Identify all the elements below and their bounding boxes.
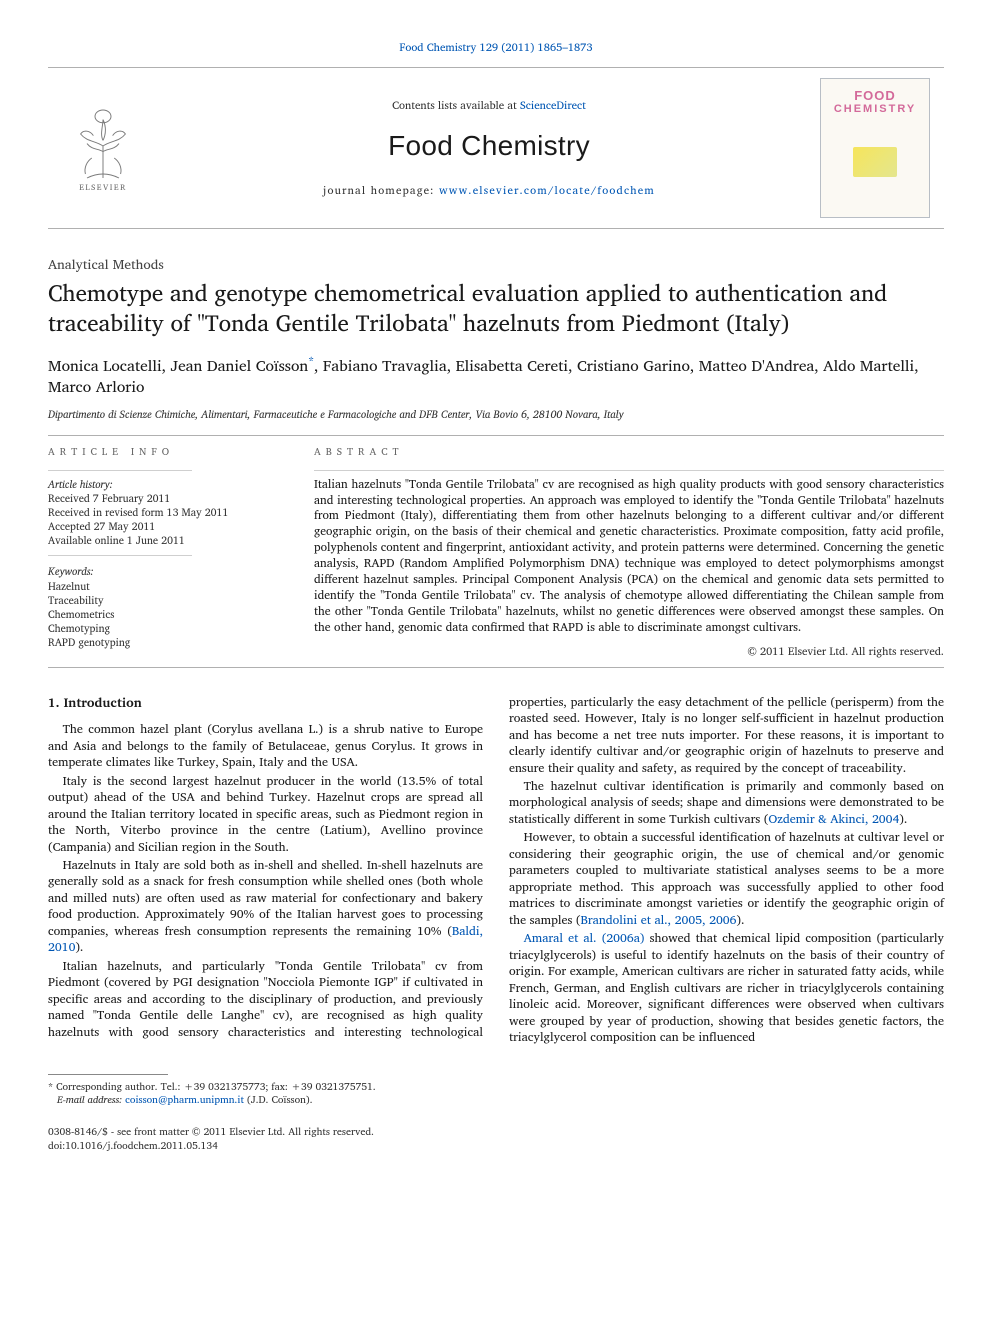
abstract-rule [314, 470, 944, 471]
article-title: Chemotype and genotype chemometrical eva… [48, 279, 944, 338]
article-info-column: ARTICLE INFO Article history: Received 7… [48, 446, 288, 659]
footnote-rule [48, 1074, 168, 1075]
article-history: Article history: Received 7 February 201… [48, 477, 288, 650]
body-text: ). [737, 910, 745, 930]
sciencedirect-link[interactable]: ScienceDirect [520, 96, 586, 114]
body-text: showed that chemical lipid composition (… [509, 928, 944, 1047]
corresponding-footnote: * Corresponding author. Tel.: +39 032137… [48, 1081, 944, 1109]
history-rule [48, 555, 192, 556]
body-paragraph: The hazelnut cultivar identification is … [509, 778, 944, 827]
page-footer: 0308-8146/$ - see front matter © 2011 El… [48, 1126, 944, 1154]
contents-prefix: Contents lists available at [392, 96, 520, 114]
body-text: Hazelnuts in Italy are sold both as in-s… [48, 855, 483, 941]
body-text: ). [899, 809, 907, 829]
cover-label-2: CHEMISTRY [834, 102, 916, 117]
info-rule [48, 470, 192, 471]
footnote-email-label: E-mail address: [57, 1092, 125, 1108]
footer-left: 0308-8146/$ - see front matter © 2011 El… [48, 1126, 374, 1154]
section-heading-introduction: 1. Introduction [48, 694, 483, 712]
affiliation: Dipartimento di Scienze Chimiche, Alimen… [48, 407, 944, 421]
article-info-heading: ARTICLE INFO [48, 446, 288, 460]
ref-link[interactable]: Brandolini et al., 2005, 2006 [581, 910, 737, 930]
authors-line: Monica Locatelli, Jean Daniel Coïsson*, … [48, 354, 944, 397]
rule-below-abstract [48, 667, 944, 668]
journal-homepage-link[interactable]: www.elsevier.com/locate/foodchem [439, 181, 655, 199]
rule-above-meta [48, 435, 944, 436]
body-paragraph: However, to obtain a successful identifi… [509, 829, 944, 928]
ref-link[interactable]: Ozdemir & Akinci, 2004 [768, 809, 899, 829]
cover-art-swatch [853, 147, 897, 177]
kw-item: RAPD genotyping [48, 633, 130, 651]
homepage-prefix: journal homepage: [323, 181, 439, 199]
body-paragraph: Amaral et al. (2006a) showed that chemic… [509, 930, 944, 1045]
body-text: ). [75, 937, 83, 957]
abstract-heading: ABSTRACT [314, 446, 944, 460]
body-paragraph: Hazelnuts in Italy are sold both as in-s… [48, 857, 483, 956]
footnote-marker: * [48, 1079, 53, 1095]
abstract-copyright: © 2011 Elsevier Ltd. All rights reserved… [314, 644, 944, 659]
history-online: Available online 1 June 2011 [48, 531, 185, 549]
abstract-column: ABSTRACT Italian hazelnuts "Tonda Gentil… [314, 446, 944, 659]
contents-listing-line: Contents lists available at ScienceDirec… [166, 98, 812, 113]
footer-doi: doi:10.1016/j.foodchem.2011.05.134 [48, 1138, 218, 1154]
meta-abstract-grid: ARTICLE INFO Article history: Received 7… [48, 446, 944, 659]
body-paragraph: The common hazel plant (Corylus avellana… [48, 721, 483, 770]
masthead-center: Contents lists available at ScienceDirec… [166, 98, 812, 197]
keywords: Hazelnut Traceability Chemometrics Chemo… [48, 579, 288, 650]
footnote-email-link[interactable]: coisson@pharm.unipmn.it [125, 1092, 244, 1108]
top-citation: Food Chemistry 129 (2011) 1865–1873 [48, 40, 944, 55]
journal-cover-thumbnail: FOOD CHEMISTRY [820, 78, 930, 218]
body-paragraph: Italy is the second largest hazelnut pro… [48, 773, 483, 855]
masthead: ELSEVIER Contents lists available at Sci… [48, 67, 944, 229]
article-category: Analytical Methods [48, 255, 944, 273]
footnote-email-suffix: (J.D. Coïsson). [247, 1092, 313, 1108]
journal-homepage-line: journal homepage: www.elsevier.com/locat… [166, 183, 812, 198]
publisher-label: ELSEVIER [79, 182, 127, 193]
body-two-column: 1. Introduction The common hazel plant (… [48, 694, 944, 1046]
top-citation-link[interactable]: Food Chemistry 129 (2011) 1865–1873 [399, 38, 592, 56]
publisher-logo: ELSEVIER [48, 102, 158, 193]
journal-name: Food Chemistry [166, 127, 812, 165]
elsevier-tree-icon [63, 102, 143, 182]
abstract-text: Italian hazelnuts "Tonda Gentile Triloba… [314, 477, 944, 636]
